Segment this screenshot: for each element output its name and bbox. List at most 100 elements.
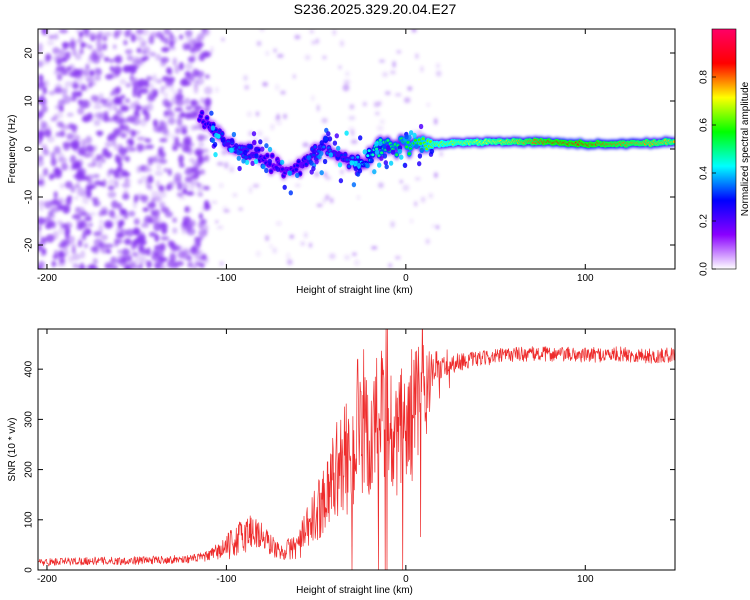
track-cell: [328, 152, 333, 158]
track-cell: [419, 142, 423, 145]
noise-blob: [53, 250, 59, 257]
track-cell: [371, 153, 375, 157]
noise-blob: [203, 51, 212, 58]
x-tick-label: -100: [216, 273, 236, 284]
noise-blob: [189, 219, 196, 228]
noise-blob: [126, 54, 134, 62]
noise-blob: [175, 244, 183, 251]
noise-blob: [182, 188, 188, 195]
noise-blob: [40, 252, 47, 257]
noise-blob: [117, 202, 123, 210]
noise-blob: [166, 184, 171, 191]
noise-blob: [187, 261, 194, 268]
noise-blob: [96, 154, 101, 162]
track-cell: [356, 155, 360, 159]
noise-blob: [193, 43, 202, 52]
noise-blob: [265, 51, 270, 56]
track-cell: [200, 111, 204, 115]
noise-blob: [146, 260, 152, 269]
noise-blob: [169, 253, 177, 263]
noise-blob: [172, 217, 178, 223]
noise-blob: [181, 220, 188, 226]
noise-blob: [92, 55, 101, 64]
noise-blob: [87, 111, 93, 120]
noise-blob: [58, 242, 65, 249]
noise-blob: [167, 240, 175, 248]
track-cell: [213, 152, 218, 158]
noise-blob: [134, 256, 143, 264]
noise-blob: [109, 65, 114, 72]
noise-blob: [98, 93, 104, 101]
noise-blob: [163, 29, 171, 36]
track-cell: [395, 153, 399, 157]
noise-blob: [76, 206, 85, 212]
track-cell: [323, 135, 328, 141]
noise-blob: [164, 37, 169, 45]
track-cell: [287, 170, 293, 176]
noise-blob: [52, 47, 60, 55]
noise-blob: [414, 177, 421, 181]
noise-blob: [38, 242, 42, 249]
noise-blob: [104, 141, 113, 148]
noise-blob: [94, 68, 103, 76]
track-cell: [377, 162, 382, 168]
noise-blob: [161, 47, 170, 53]
noise-blob: [59, 183, 65, 189]
noise-blob: [115, 232, 124, 239]
x-tick-label: 0: [403, 273, 409, 284]
track-cell: [231, 131, 237, 138]
noise-blob: [87, 179, 93, 185]
noise-blob: [160, 236, 170, 241]
noise-blob: [61, 41, 70, 48]
noise-blob: [403, 97, 411, 104]
noise-blob: [338, 65, 342, 70]
noise-blob: [39, 120, 47, 130]
noise-blob: [198, 142, 205, 147]
track-cell: [214, 128, 218, 132]
noise-blob: [114, 54, 124, 64]
noise-blob: [116, 166, 123, 173]
noise-blob: [190, 99, 198, 106]
noise-blob: [53, 197, 58, 205]
noise-blob: [63, 143, 70, 151]
track-cell: [234, 143, 239, 149]
track-cell: [378, 140, 383, 147]
noise-blob: [85, 63, 90, 71]
noise-blob: [104, 262, 113, 269]
noise-blob: [439, 151, 443, 157]
noise-blob: [174, 64, 180, 74]
track-cell: [380, 151, 384, 155]
noise-blob: [300, 241, 306, 246]
noise-blob: [190, 125, 197, 131]
noise-blob: [153, 222, 162, 232]
noise-blob: [117, 249, 122, 254]
track-cell: [338, 178, 344, 184]
noise-blob: [308, 242, 313, 248]
noise-blob: [171, 143, 180, 150]
noise-blob: [140, 175, 149, 181]
noise-blob: [77, 107, 85, 115]
noise-blob: [38, 200, 46, 206]
noise-blob: [144, 138, 152, 143]
noise-blob: [195, 250, 204, 255]
noise-blob: [159, 223, 169, 232]
noise-blob: [178, 88, 183, 94]
noise-blob: [69, 40, 76, 50]
track-cell: [264, 167, 269, 174]
noise-blob: [38, 262, 42, 269]
noise-blob: [435, 63, 441, 69]
noise-blob: [130, 147, 137, 152]
noise-blob: [80, 211, 88, 217]
noise-blob: [124, 211, 129, 220]
noise-blob: [203, 86, 213, 95]
noise-blob: [303, 169, 310, 174]
track-cell: [362, 149, 367, 155]
noise-blob: [183, 205, 192, 214]
colorbar-tick-label: 0.8: [699, 70, 710, 84]
colorbar-tick-label: 0.2: [699, 214, 710, 228]
noise-blob: [102, 102, 111, 108]
noise-blob: [137, 89, 142, 99]
noise-blob: [155, 217, 162, 224]
noise-blob: [138, 247, 148, 254]
track-cell: [351, 182, 357, 188]
